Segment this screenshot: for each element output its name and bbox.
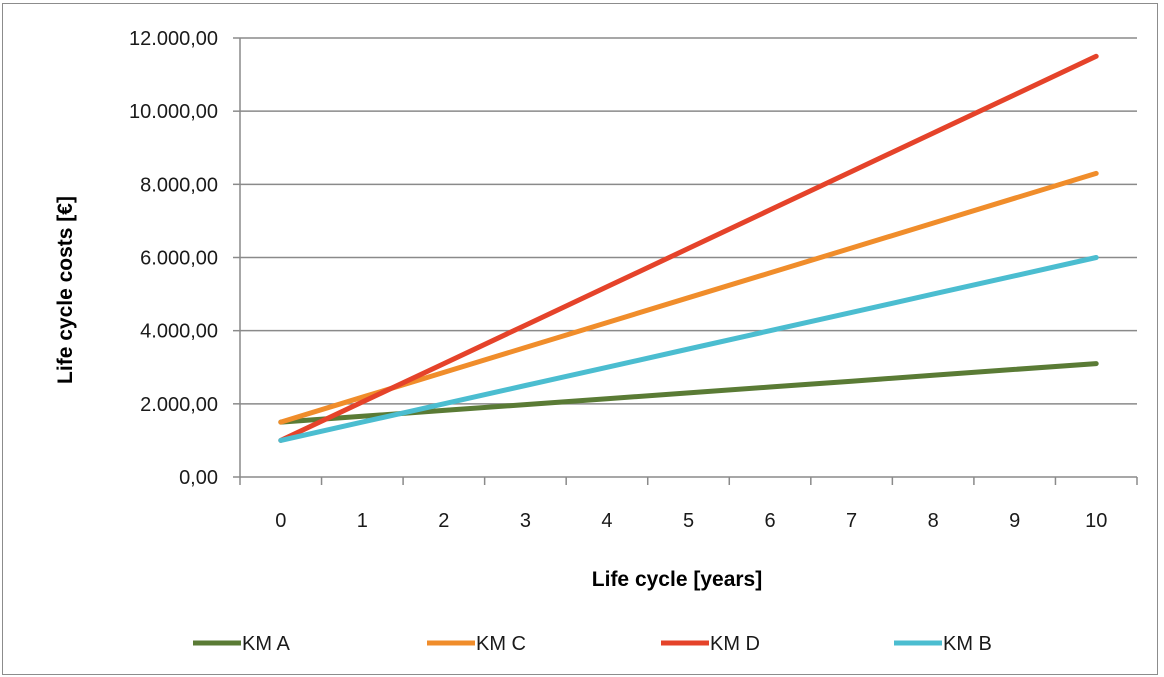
legend-label: KM B [943, 633, 992, 655]
legend-item: KM A [193, 633, 290, 655]
y-tick-label: 6.000,00 [140, 248, 218, 270]
x-tick-label: 10 [1085, 510, 1107, 532]
legend-item: KM B [894, 633, 992, 655]
y-tick-label: 4.000,00 [140, 321, 218, 343]
series-line-km-b [278, 255, 1099, 443]
legend-label: KM D [710, 633, 760, 655]
series-line-km-d [278, 53, 1099, 443]
legend: KM A KM C KM D KM B [193, 633, 992, 655]
y-tick-label: 2.000,00 [140, 394, 218, 416]
x-axis-title: Life cycle [years] [592, 568, 762, 591]
x-tick-label: 7 [846, 510, 857, 532]
y-tick-label: 0,00 [179, 467, 218, 489]
series-lines [278, 53, 1099, 443]
y-tick-labels: 0,00 2.000,00 4.000,00 6.000,00 8.000,00 10.0… [129, 28, 218, 489]
chart-frame [2, 3, 1158, 675]
x-tick-label: 4 [601, 510, 612, 532]
x-tick-label: 5 [683, 510, 694, 532]
legend-item: KM C [427, 633, 526, 655]
y-tick-label: 8.000,00 [140, 174, 218, 196]
x-tick-label: 1 [357, 510, 368, 532]
y-axis-title: Life cycle costs [€] [54, 196, 77, 384]
x-tick-label: 2 [438, 510, 449, 532]
series-line-km-c [278, 170, 1099, 425]
x-tick-labels: 0 1 2 3 4 5 6 7 8 9 10 [275, 510, 1107, 532]
x-tick-label: 6 [764, 510, 775, 532]
x-tick-label: 8 [928, 510, 939, 532]
x-tick-label: 3 [520, 510, 531, 532]
legend-label: KM A [242, 633, 290, 655]
x-tick-label: 9 [1009, 510, 1020, 532]
x-tick-label: 0 [275, 510, 286, 532]
y-tick-label: 10.000,00 [129, 101, 218, 123]
y-tick-label: 12.000,00 [129, 28, 218, 50]
axes [239, 38, 1138, 485]
legend-label: KM C [476, 633, 526, 655]
gridlines [233, 37, 1137, 478]
legend-item: KM D [661, 633, 760, 655]
